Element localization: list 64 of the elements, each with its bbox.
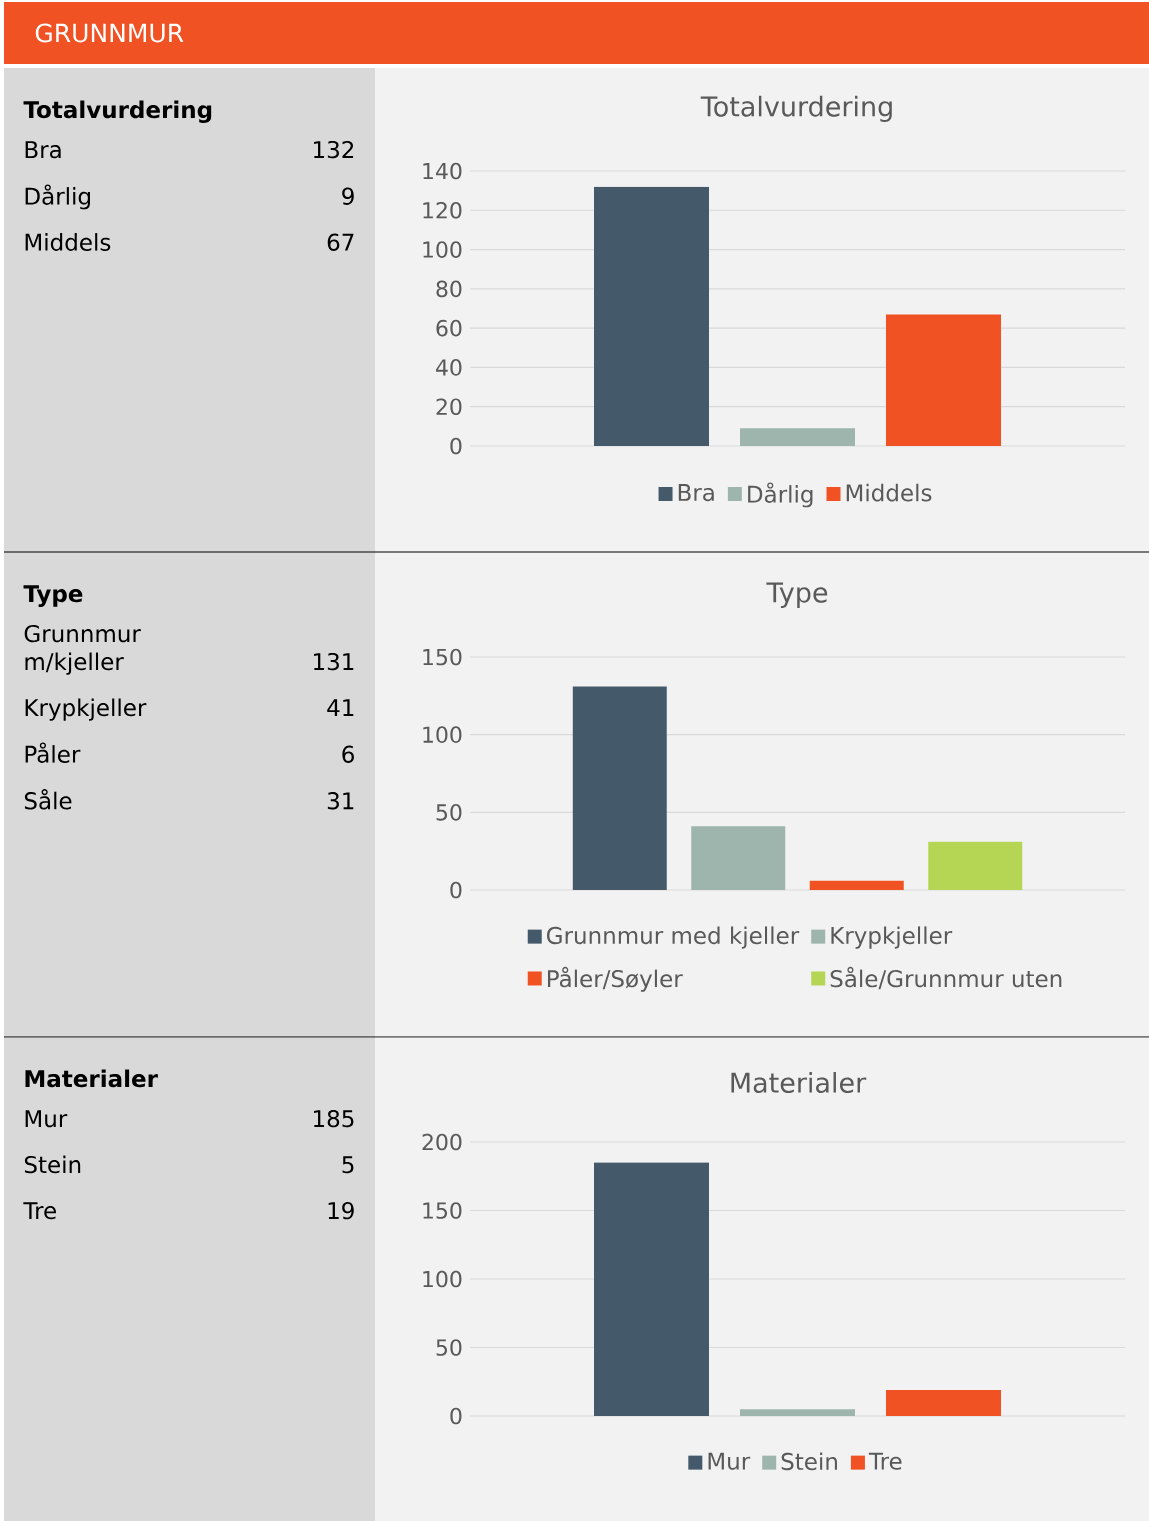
chart-title: Totalvurdering (700, 95, 892, 122)
y-tick-label: 0 (450, 1407, 462, 1425)
legend-label: Stein (781, 1452, 837, 1471)
text: GRUNNMUR (35, 23, 184, 43)
text: 132 (314, 140, 354, 159)
bar (691, 826, 786, 890)
text: Påler (25, 742, 81, 763)
bar (809, 880, 904, 890)
y-tick-label: 200 (422, 1133, 462, 1151)
y-tick-label: 150 (423, 648, 462, 666)
text: 67 (327, 233, 354, 251)
y-tick-label: 50 (436, 1339, 462, 1356)
bar (594, 1162, 709, 1416)
legend-label: Dårlig (748, 482, 813, 508)
text: Totalvurdering (23, 100, 212, 123)
bar (594, 186, 709, 446)
y-tick-label: 20 (436, 398, 462, 416)
bar (928, 841, 1023, 890)
y-tick-label: 80 (436, 280, 462, 298)
legend-label: Mur (708, 1452, 751, 1470)
bar (740, 428, 855, 446)
y-tick-label: 0 (450, 437, 462, 455)
chart-title: Materialer (731, 1072, 867, 1093)
text: 31 (327, 792, 354, 810)
bar (740, 1409, 855, 1416)
y-tick-label: 0 (450, 881, 462, 899)
text: Krypkjeller (25, 698, 147, 721)
text: Såle (24, 788, 72, 810)
bar (886, 1389, 1002, 1416)
y-tick-label: 150 (423, 1202, 462, 1219)
y-tick-label: 60 (436, 319, 462, 337)
text: 9 (342, 187, 354, 205)
y-tick-label: 100 (423, 1270, 462, 1288)
text: Stein (24, 1155, 81, 1174)
text: Dårlig (25, 184, 90, 210)
legend-label: Tre (868, 1452, 902, 1470)
legend-label: Bra (678, 484, 714, 502)
y-tick-label: 140 (423, 162, 462, 180)
text: Tre (23, 1202, 56, 1220)
text: 41 (327, 699, 354, 716)
bar (572, 686, 667, 890)
text: Mur (25, 1110, 68, 1128)
text: 5 (342, 1156, 354, 1174)
legend-label: Påler/Søyler (547, 966, 683, 992)
text: Middels (25, 233, 111, 251)
text: 19 (328, 1201, 354, 1220)
text: 6 (342, 745, 354, 763)
y-tick-label: 100 (423, 241, 462, 258)
legend-label: Krypkjeller (831, 926, 953, 949)
y-tick-label: 120 (423, 201, 462, 219)
legend-label: Grunnmur med kjeller (547, 926, 800, 949)
text: 185 (314, 1109, 354, 1128)
text: Type (23, 585, 83, 607)
text: Materialer (25, 1069, 158, 1088)
y-tick-label: 50 (436, 804, 462, 821)
bar (886, 314, 1002, 446)
y-tick-label: 100 (423, 726, 462, 743)
legend-label: Såle/Grunnmur uten (830, 966, 1062, 990)
text: Bra (25, 141, 61, 159)
text: 131 (314, 652, 354, 671)
chart-title: Type (766, 582, 828, 608)
legend-label: Middels (846, 483, 932, 502)
y-tick-label: 40 (436, 359, 462, 376)
text: Grunnmur m/kjeller (24, 624, 141, 675)
